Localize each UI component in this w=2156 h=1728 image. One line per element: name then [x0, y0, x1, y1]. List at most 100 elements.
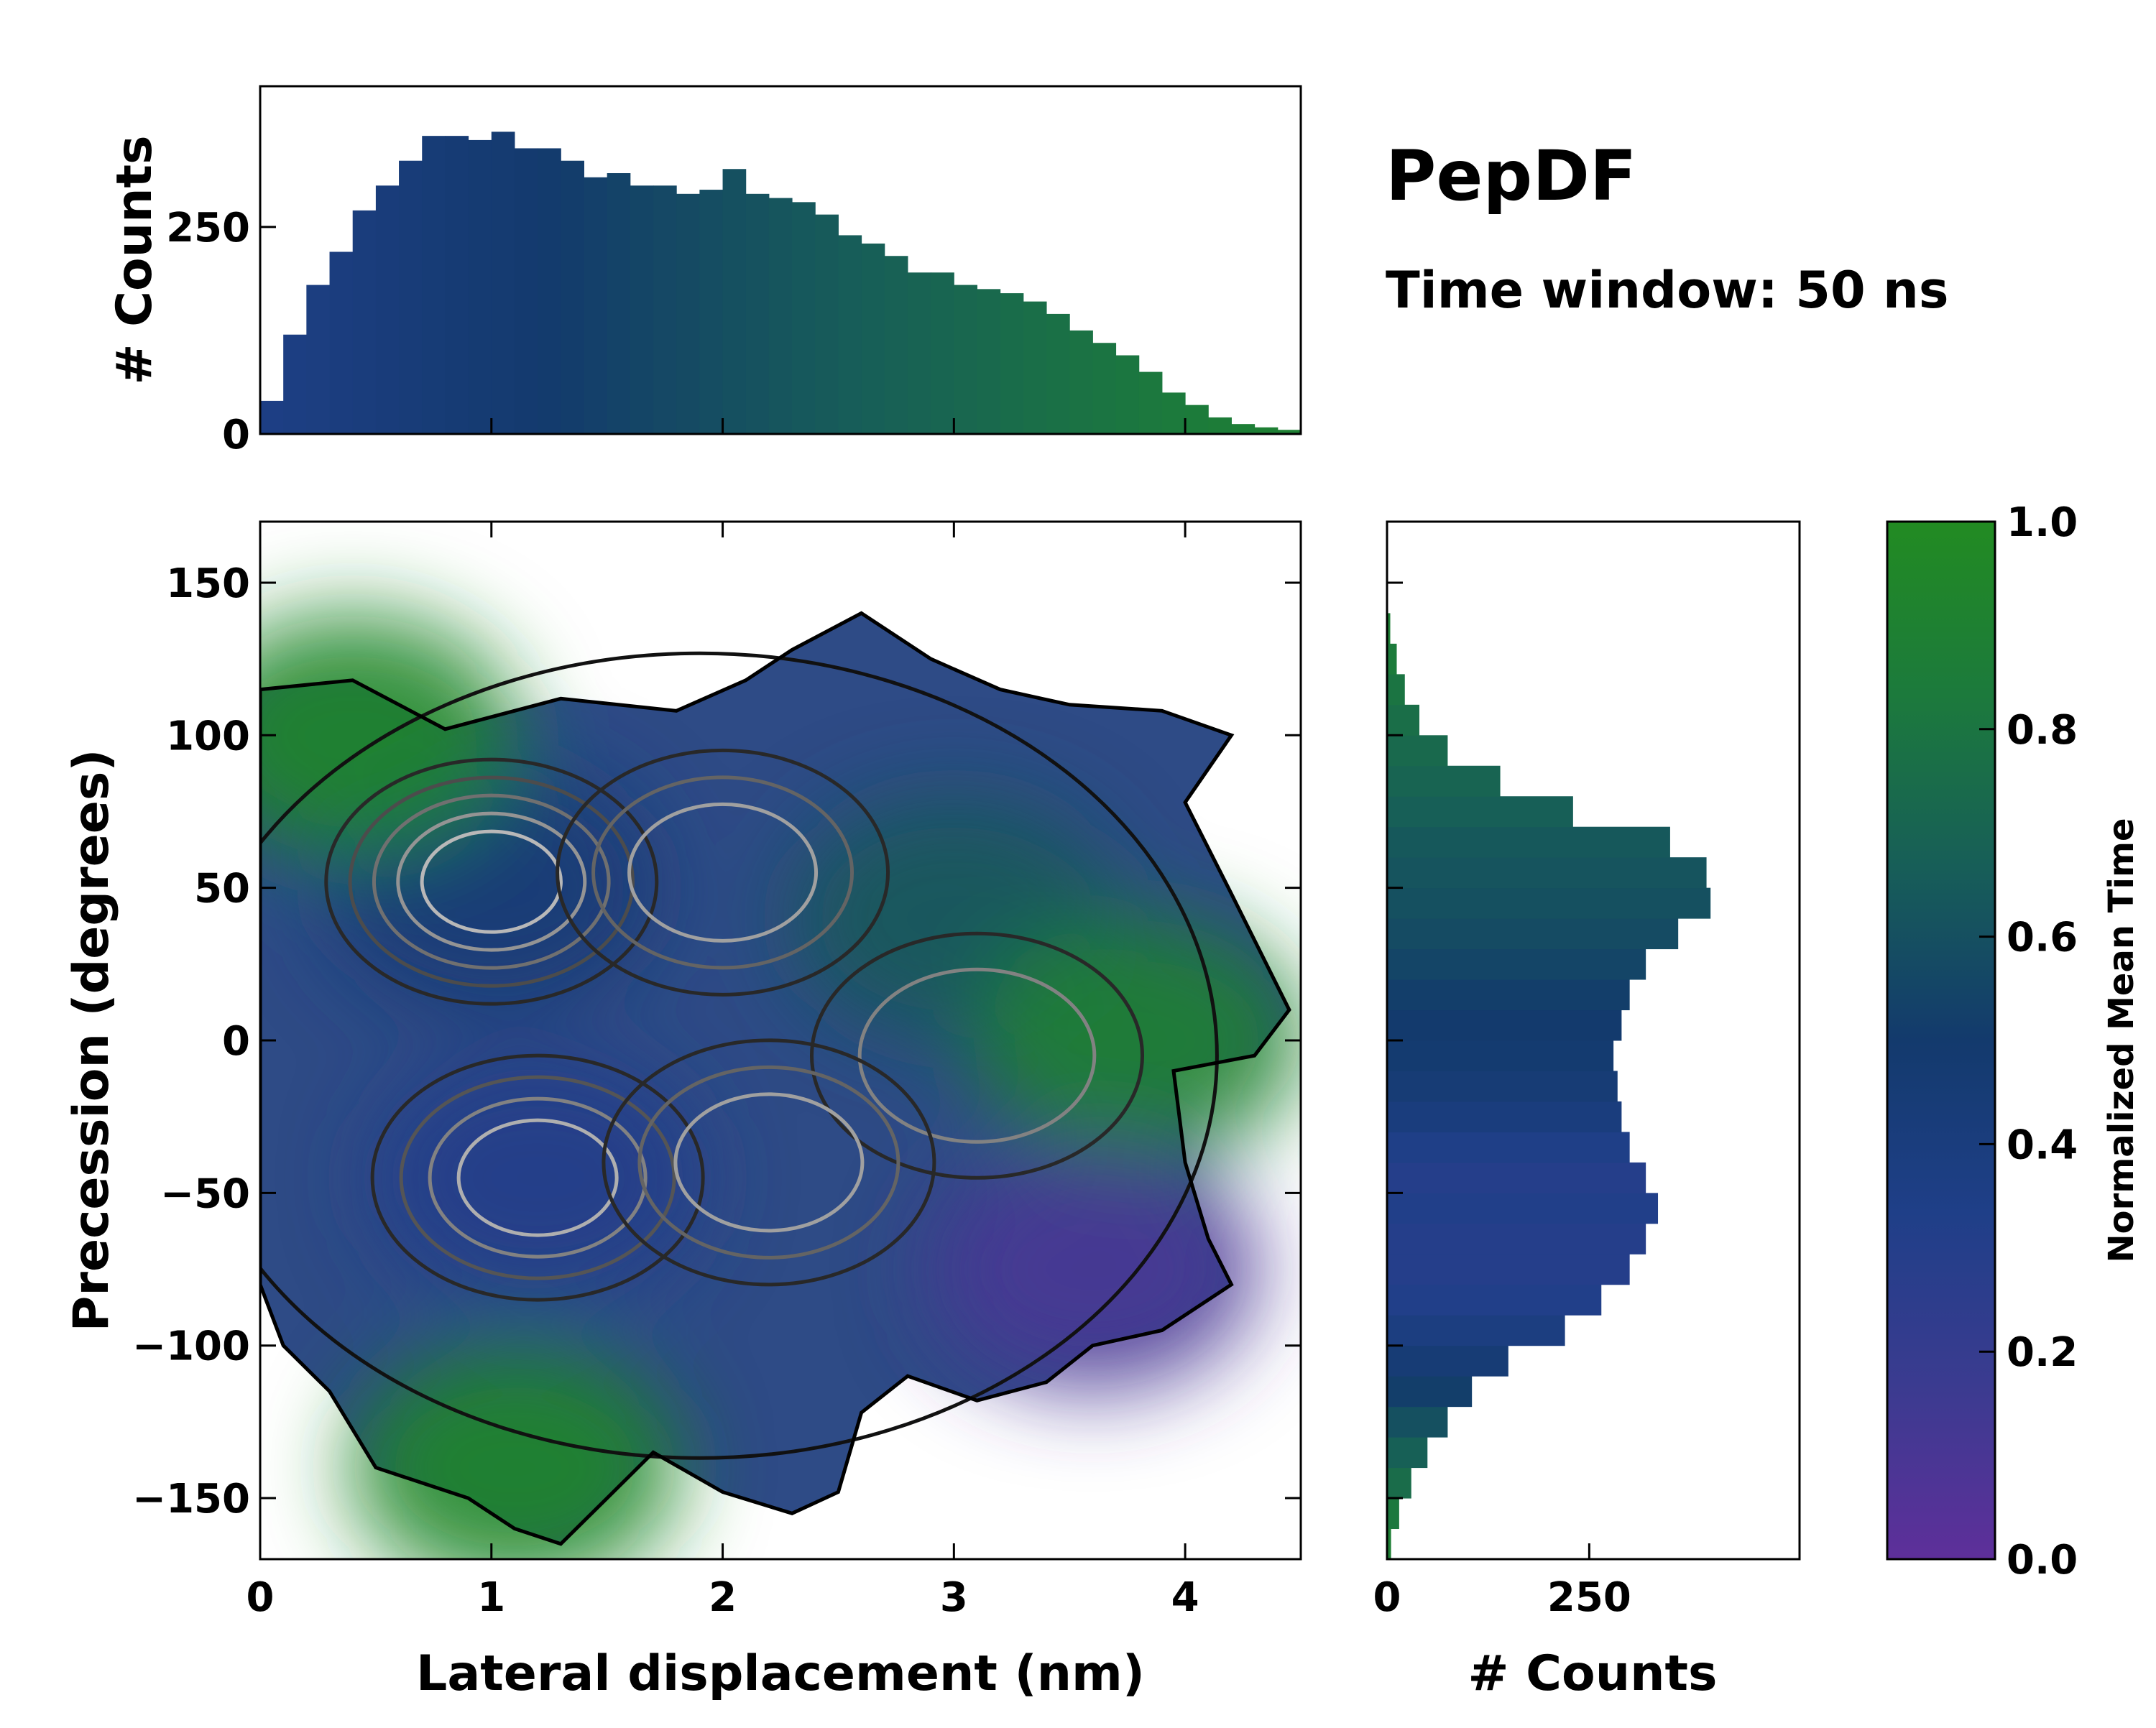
right-histogram-bar	[1387, 735, 1448, 767]
top-histogram-bar	[491, 131, 515, 434]
top-histogram-bar	[468, 139, 492, 434]
density-contour	[348, 775, 635, 988]
density-region	[372, 1055, 704, 1300]
right-histogram-bar	[1387, 1101, 1622, 1132]
top-histogram-bar	[931, 272, 954, 434]
top-histogram-bar	[954, 285, 978, 434]
chart-subtitle: Time window: 50 ns	[1386, 261, 1949, 320]
top-histogram-ytick-label: 250	[166, 205, 250, 251]
density-contour	[556, 748, 890, 997]
chart-title: PepDF	[1386, 136, 1636, 216]
right-histogram: 0 250 # Counts	[1373, 520, 1801, 1702]
joint-xtick-label: 2	[709, 1574, 737, 1621]
right-histogram-bar	[1387, 1467, 1411, 1499]
right-histogram-bar	[1387, 1284, 1602, 1316]
colorbar-tick-label: 0.8	[2007, 707, 2078, 754]
right-histogram-bar	[1387, 674, 1405, 706]
joint-ytick-label: −50	[160, 1170, 250, 1217]
top-histogram-bar	[514, 148, 538, 434]
density-contour	[372, 793, 611, 970]
joint-ytick-label: −100	[132, 1323, 250, 1370]
right-histogram-bar	[1387, 948, 1646, 980]
right-histogram-bar	[1387, 918, 1679, 950]
right-histogram-bar	[1387, 1071, 1618, 1102]
right-histogram-bar	[1387, 1223, 1646, 1255]
right-histogram-bar	[1387, 887, 1711, 919]
right-histogram-bar	[1387, 1406, 1448, 1438]
joint-xtick-label: 3	[940, 1574, 968, 1621]
right-histogram-bar	[1387, 613, 1391, 644]
joint-xtick-label: 4	[1171, 1574, 1199, 1621]
top-histogram-bar	[1069, 330, 1093, 434]
top-histogram-bar	[676, 193, 700, 434]
top-histogram-bar	[884, 256, 908, 434]
colorbar-gradient	[1887, 522, 1995, 1559]
top-histogram-ytick-label: 0	[222, 412, 250, 458]
joint-xtick-label: 1	[477, 1574, 505, 1621]
top-histogram-bar	[445, 136, 469, 434]
top-histogram-bar	[1138, 371, 1163, 434]
top-histogram-bar	[283, 334, 307, 434]
right-histogram-bar	[1387, 1345, 1508, 1377]
top-histogram-bar	[768, 198, 793, 434]
top-histogram-bar	[1161, 392, 1186, 434]
right-histogram-bar	[1387, 1376, 1473, 1408]
top-histogram-bar	[422, 136, 446, 434]
top-histogram-bar	[861, 243, 885, 434]
right-histogram-bar	[1387, 826, 1670, 858]
top-histogram-bar	[745, 193, 770, 434]
density-region	[973, 918, 1301, 1163]
density-contour	[370, 1053, 705, 1302]
top-histogram-bar	[653, 185, 677, 434]
density-contour	[591, 775, 854, 970]
right-histogram-bar	[1387, 1254, 1630, 1285]
top-histogram-bar	[375, 185, 400, 434]
joint-ytick-label: −150	[132, 1476, 250, 1523]
top-histogram-bar	[538, 148, 561, 434]
outer-contour	[260, 611, 1291, 1546]
right-histogram-bar	[1387, 765, 1501, 797]
density-contours	[260, 651, 1219, 1460]
top-histogram-bar	[1254, 427, 1279, 434]
density-contour	[637, 1065, 900, 1260]
top-histogram-bar	[792, 202, 816, 434]
colorbar-tick-label: 0.4	[2007, 1122, 2078, 1168]
top-histogram-bar	[838, 235, 862, 434]
top-histogram-ticks: 0 250	[166, 205, 1187, 458]
colorbar-tick-label: 0.2	[2007, 1329, 2078, 1376]
top-histogram-bar	[1231, 424, 1256, 434]
joint-ytick-label: 50	[194, 866, 250, 912]
joint-ytick-label: 100	[166, 713, 250, 759]
joint-ytick-label: 150	[166, 560, 250, 607]
top-histogram-bar	[329, 251, 354, 434]
right-histogram-bar	[1387, 1498, 1399, 1530]
colorbar-frame	[1886, 520, 1996, 1561]
colorbar-ticks: 0.0 0.2 0.4 0.6 0.8 1.0	[1979, 499, 2078, 1584]
top-histogram-bar	[722, 169, 747, 434]
top-histogram-bar	[1277, 430, 1302, 434]
density-contour	[324, 757, 659, 1006]
right-histogram-bar	[1387, 1009, 1622, 1041]
right-histogram-bar	[1387, 1437, 1428, 1469]
colorbar-label: Normalized Mean Time	[2101, 818, 2142, 1262]
top-histogram-bar	[907, 272, 931, 434]
joint-plot-area	[260, 611, 1301, 1559]
top-histogram-bar	[584, 177, 608, 434]
right-histogram-bar	[1387, 857, 1707, 889]
colorbar: 0.0 0.2 0.4 0.6 0.8 1.0 Normalized Mean Time	[1886, 499, 2142, 1584]
joint-xlabel: Lateral displacement (nm)	[416, 1645, 1145, 1702]
density-contour	[602, 1038, 936, 1287]
density-contour	[456, 1118, 619, 1237]
top-histogram-bar	[977, 289, 1001, 434]
right-histogram-ticks: 0 250	[1373, 581, 1631, 1621]
top-histogram-bar	[699, 190, 724, 434]
top-histogram-bar	[815, 214, 839, 434]
top-histogram-bar	[260, 400, 284, 434]
density-region	[927, 1147, 1258, 1392]
top-histogram-bar	[1046, 313, 1070, 434]
right-histogram-bar	[1387, 1040, 1614, 1071]
right-histogram-xtick-label: 250	[1547, 1574, 1631, 1621]
top-histogram-frame	[259, 85, 1302, 435]
right-histogram-bar	[1387, 796, 1573, 828]
